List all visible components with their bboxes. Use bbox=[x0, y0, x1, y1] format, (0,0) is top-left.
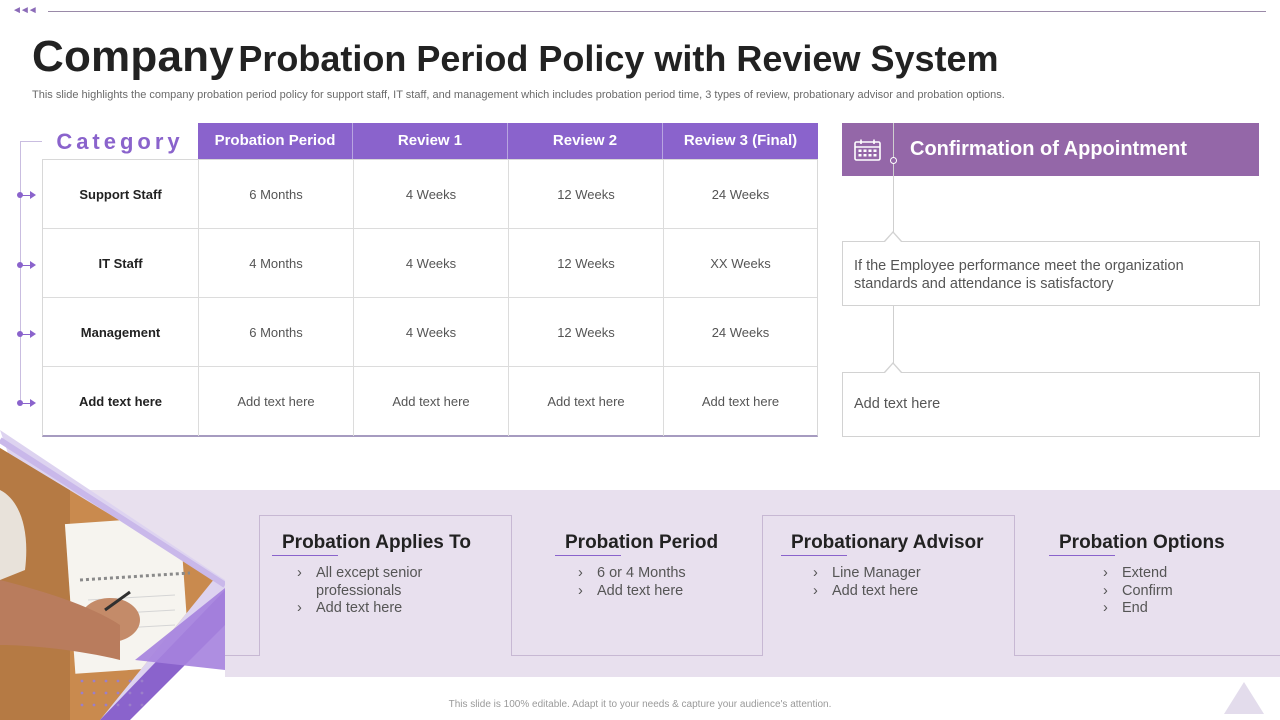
row-bullet-icon bbox=[17, 399, 39, 407]
connector-dot bbox=[890, 157, 897, 164]
card-list: All except senior professionals Add text… bbox=[297, 565, 477, 618]
corner-triangle-icon bbox=[1224, 682, 1264, 714]
table-cell: 4 Weeks bbox=[354, 229, 509, 298]
column-header-review-1: Review 1 bbox=[353, 123, 508, 159]
table-cell: 12 Weeks bbox=[509, 298, 664, 367]
list-item: Line Manager bbox=[813, 565, 993, 583]
page-title: Company Probation Period Policy with Rev… bbox=[32, 32, 999, 82]
desk-photo-image bbox=[0, 430, 225, 720]
title-underline bbox=[555, 555, 621, 556]
row-bullet-icon bbox=[17, 330, 39, 338]
confirmation-title: Confirmation of Appointment bbox=[910, 138, 1187, 160]
list-item: End bbox=[1103, 600, 1253, 618]
list-item: Extend bbox=[1103, 565, 1253, 583]
column-header-review-2: Review 2 bbox=[508, 123, 663, 159]
table-cell: 6 Months bbox=[199, 298, 354, 367]
table-cell: 4 Weeks bbox=[354, 160, 509, 229]
list-item: Add text here bbox=[578, 583, 758, 601]
slide-description: This slide highlights the company probat… bbox=[32, 89, 1005, 101]
card-list: Extend Confirm End bbox=[1103, 565, 1253, 618]
text-placeholder-box: Add text here bbox=[842, 372, 1260, 437]
table-cell: 6 Months bbox=[199, 160, 354, 229]
table-cell: Add text here bbox=[199, 367, 354, 436]
title-underline bbox=[781, 555, 847, 556]
table-cell: 24 Weeks bbox=[664, 298, 817, 367]
back-arrows-icon[interactable]: ◄◄◄ bbox=[12, 5, 38, 16]
card-title: Probation Applies To bbox=[282, 532, 471, 553]
table-cell: Add text here bbox=[701, 394, 780, 409]
connector-line bbox=[893, 123, 894, 241]
confirmation-header: Confirmation of Appointment bbox=[842, 123, 1259, 176]
card-title: Probation Options bbox=[1059, 532, 1225, 553]
list-item: Add text here bbox=[813, 583, 993, 601]
title-emphasis: Company bbox=[32, 32, 234, 81]
band-divider bbox=[222, 655, 260, 656]
list-item: 6 or 4 Months bbox=[578, 565, 758, 583]
card-title: Probation Period bbox=[565, 532, 719, 553]
column-header-review-3: Review 3 (Final) bbox=[663, 123, 818, 159]
title-underline bbox=[1049, 555, 1115, 556]
table-cell: 12 Weeks bbox=[509, 160, 664, 229]
policy-table: Support Staff 6 Months 4 Weeks 12 Weeks … bbox=[42, 159, 818, 437]
list-item: Confirm bbox=[1103, 583, 1253, 601]
title-underline bbox=[272, 555, 338, 556]
table-row-category: Add text here bbox=[43, 367, 199, 436]
tree-connector bbox=[20, 141, 21, 405]
table-row-category: Management bbox=[43, 298, 199, 367]
column-header-probation-period: Probation Period bbox=[198, 123, 353, 159]
table-cell: Add text here bbox=[354, 367, 509, 436]
card-list: 6 or 4 Months Add text here bbox=[578, 565, 758, 600]
table-cell: XX Weeks bbox=[664, 229, 817, 298]
list-item: All except senior professionals bbox=[297, 565, 477, 600]
table-cell: 24 Weeks bbox=[664, 160, 817, 229]
top-divider bbox=[48, 11, 1266, 12]
card-list: Line Manager Add text here bbox=[813, 565, 993, 600]
category-header: Category bbox=[42, 124, 198, 160]
table-cell: Add text here bbox=[509, 367, 664, 436]
footer-note: This slide is 100% editable. Adapt it to… bbox=[448, 699, 832, 710]
connector-line bbox=[893, 306, 894, 372]
table-cell: 4 Months bbox=[199, 229, 354, 298]
table-row-category: IT Staff bbox=[43, 229, 199, 298]
condition-box: If the Employee performance meet the org… bbox=[842, 241, 1260, 306]
row-bullet-icon bbox=[17, 191, 39, 199]
card-title: Probationary Advisor bbox=[791, 532, 984, 553]
table-cell: 4 Weeks bbox=[354, 298, 509, 367]
row-bullet-icon bbox=[17, 261, 39, 269]
title-rest: Probation Period Policy with Review Syst… bbox=[238, 38, 999, 79]
list-item: Add text here bbox=[297, 600, 477, 618]
table-cell: 12 Weeks bbox=[509, 229, 664, 298]
table-row-category: Support Staff bbox=[43, 160, 199, 229]
calendar-icon bbox=[854, 139, 881, 161]
box-notch-fill bbox=[885, 233, 901, 242]
band-divider bbox=[1013, 655, 1280, 656]
band-divider bbox=[512, 655, 763, 656]
box-notch-fill bbox=[885, 364, 901, 373]
tree-connector-top bbox=[20, 141, 48, 142]
